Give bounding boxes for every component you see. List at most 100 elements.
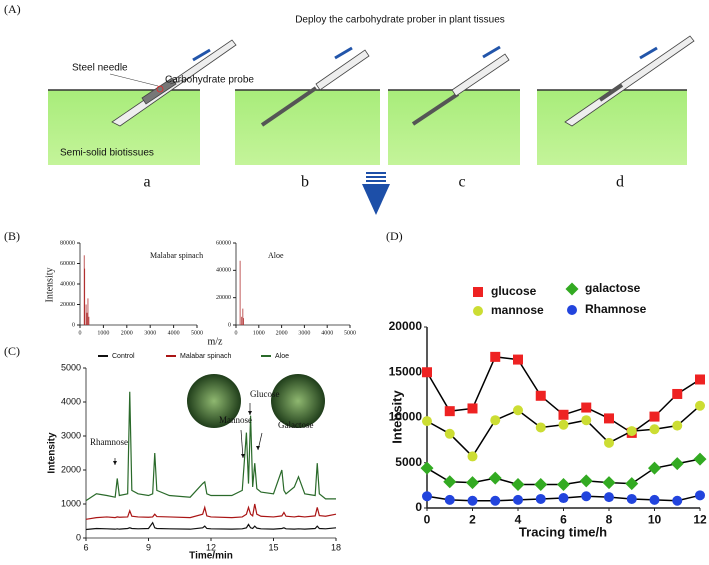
x-tick-label: 3000 <box>298 331 310 337</box>
x-tick-label: 6 <box>560 513 567 527</box>
x-tick-label: 18 <box>331 543 341 553</box>
y-tick-label: 4000 <box>61 396 81 406</box>
marker <box>695 374 705 385</box>
pointer <box>109 73 159 87</box>
marker <box>513 354 523 365</box>
marker <box>490 351 501 362</box>
y-tick-label: 20000 <box>389 319 423 333</box>
marker <box>490 415 501 426</box>
x-tick-label: 10 <box>648 513 662 527</box>
marker <box>535 493 546 504</box>
y-tick-label: 80000 <box>60 240 75 246</box>
series-line <box>85 391 336 502</box>
chart-title: Aloe <box>268 251 284 260</box>
y-tick-label: 60000 <box>216 240 231 246</box>
marker <box>648 461 661 475</box>
marker <box>604 413 614 424</box>
y-tick-label: 5000 <box>395 455 422 469</box>
diagram-title: Deploy the carbohydrate prober in plant … <box>295 15 505 26</box>
marker <box>626 493 637 504</box>
legend-marker <box>473 306 483 316</box>
x-tick-label: 12 <box>693 513 707 527</box>
legend-label: Rhamnose <box>585 302 647 316</box>
marker <box>467 495 478 506</box>
x-axis-label: Tracing time/h <box>519 524 607 539</box>
marker <box>422 367 432 378</box>
marker <box>513 494 523 505</box>
y-tick-label: 0 <box>228 322 231 328</box>
y-tick-label: 0 <box>415 500 422 514</box>
marker <box>466 476 479 490</box>
x-tick-label: 2000 <box>121 331 133 337</box>
marker <box>649 411 660 422</box>
legend-label: Control <box>112 353 135 360</box>
legend-marker <box>567 305 577 315</box>
marker <box>625 477 639 491</box>
y-axis-label: Intensity <box>44 268 55 303</box>
x-tick-label: 4000 <box>168 331 180 337</box>
marker <box>604 437 614 448</box>
marker <box>649 494 660 505</box>
marker <box>535 422 546 433</box>
marker <box>467 403 478 414</box>
series-line <box>85 503 337 520</box>
y-axis-label: Intensity <box>389 390 404 444</box>
marker <box>626 426 637 437</box>
marker <box>672 495 683 506</box>
x-tick-label: 2000 <box>276 331 288 337</box>
marker <box>558 409 569 420</box>
marker <box>558 419 569 430</box>
legend-label: mannose <box>491 303 544 317</box>
marker <box>581 402 592 413</box>
y-tick-label: 10000 <box>389 410 423 424</box>
annotation-arrowhead <box>113 461 117 465</box>
marker <box>670 457 684 471</box>
marker <box>557 477 570 491</box>
marker <box>511 477 525 491</box>
x-tick-label: 0 <box>424 513 431 527</box>
chart-title: Malabar spinach <box>150 251 203 260</box>
legend-marker <box>565 282 579 296</box>
marker <box>490 495 501 506</box>
marker <box>420 461 434 475</box>
marker <box>579 474 593 488</box>
y-axis-label: Intensity <box>47 432 58 474</box>
annotation-arrowhead <box>256 446 260 450</box>
x-tick-label: 3000 <box>144 331 156 337</box>
annotation: Glucose <box>250 389 280 399</box>
y-tick-label: 40000 <box>216 268 231 274</box>
marker <box>444 428 455 439</box>
step-label: a <box>143 174 150 191</box>
photo <box>187 374 241 428</box>
label: Carbohydrate probe <box>165 75 254 86</box>
x-tick-label: 6 <box>83 543 88 553</box>
x-tick-label: 0 <box>79 331 82 337</box>
y-tick-label: 40000 <box>60 281 75 287</box>
step-label: b <box>301 174 309 191</box>
marker <box>581 415 592 426</box>
legend-label: Aloe <box>275 353 289 360</box>
annotation-arrowhead <box>248 411 252 415</box>
marker <box>695 490 705 501</box>
marker <box>422 416 432 427</box>
marker <box>695 400 705 411</box>
legend-label: Malabar spinach <box>180 353 231 360</box>
x-tick-label: 2 <box>469 513 476 527</box>
marker <box>513 405 523 416</box>
y-tick-label: 60000 <box>60 261 75 267</box>
marker <box>693 452 707 466</box>
pointer <box>169 77 191 85</box>
panel-label: (C) <box>4 344 20 358</box>
marker <box>672 388 683 399</box>
y-tick-label: 2000 <box>61 464 81 474</box>
move-arrows <box>192 45 658 62</box>
y-tick-label: 1000 <box>61 498 81 508</box>
y-tick-label: 20000 <box>216 295 231 301</box>
y-tick-label: 3000 <box>61 430 81 440</box>
y-tick-label: 5000 <box>61 362 81 372</box>
legend-marker <box>473 287 483 297</box>
panel-label: (D) <box>386 229 403 243</box>
x-tick-label: 15 <box>268 543 278 553</box>
step-label: d <box>616 174 624 191</box>
